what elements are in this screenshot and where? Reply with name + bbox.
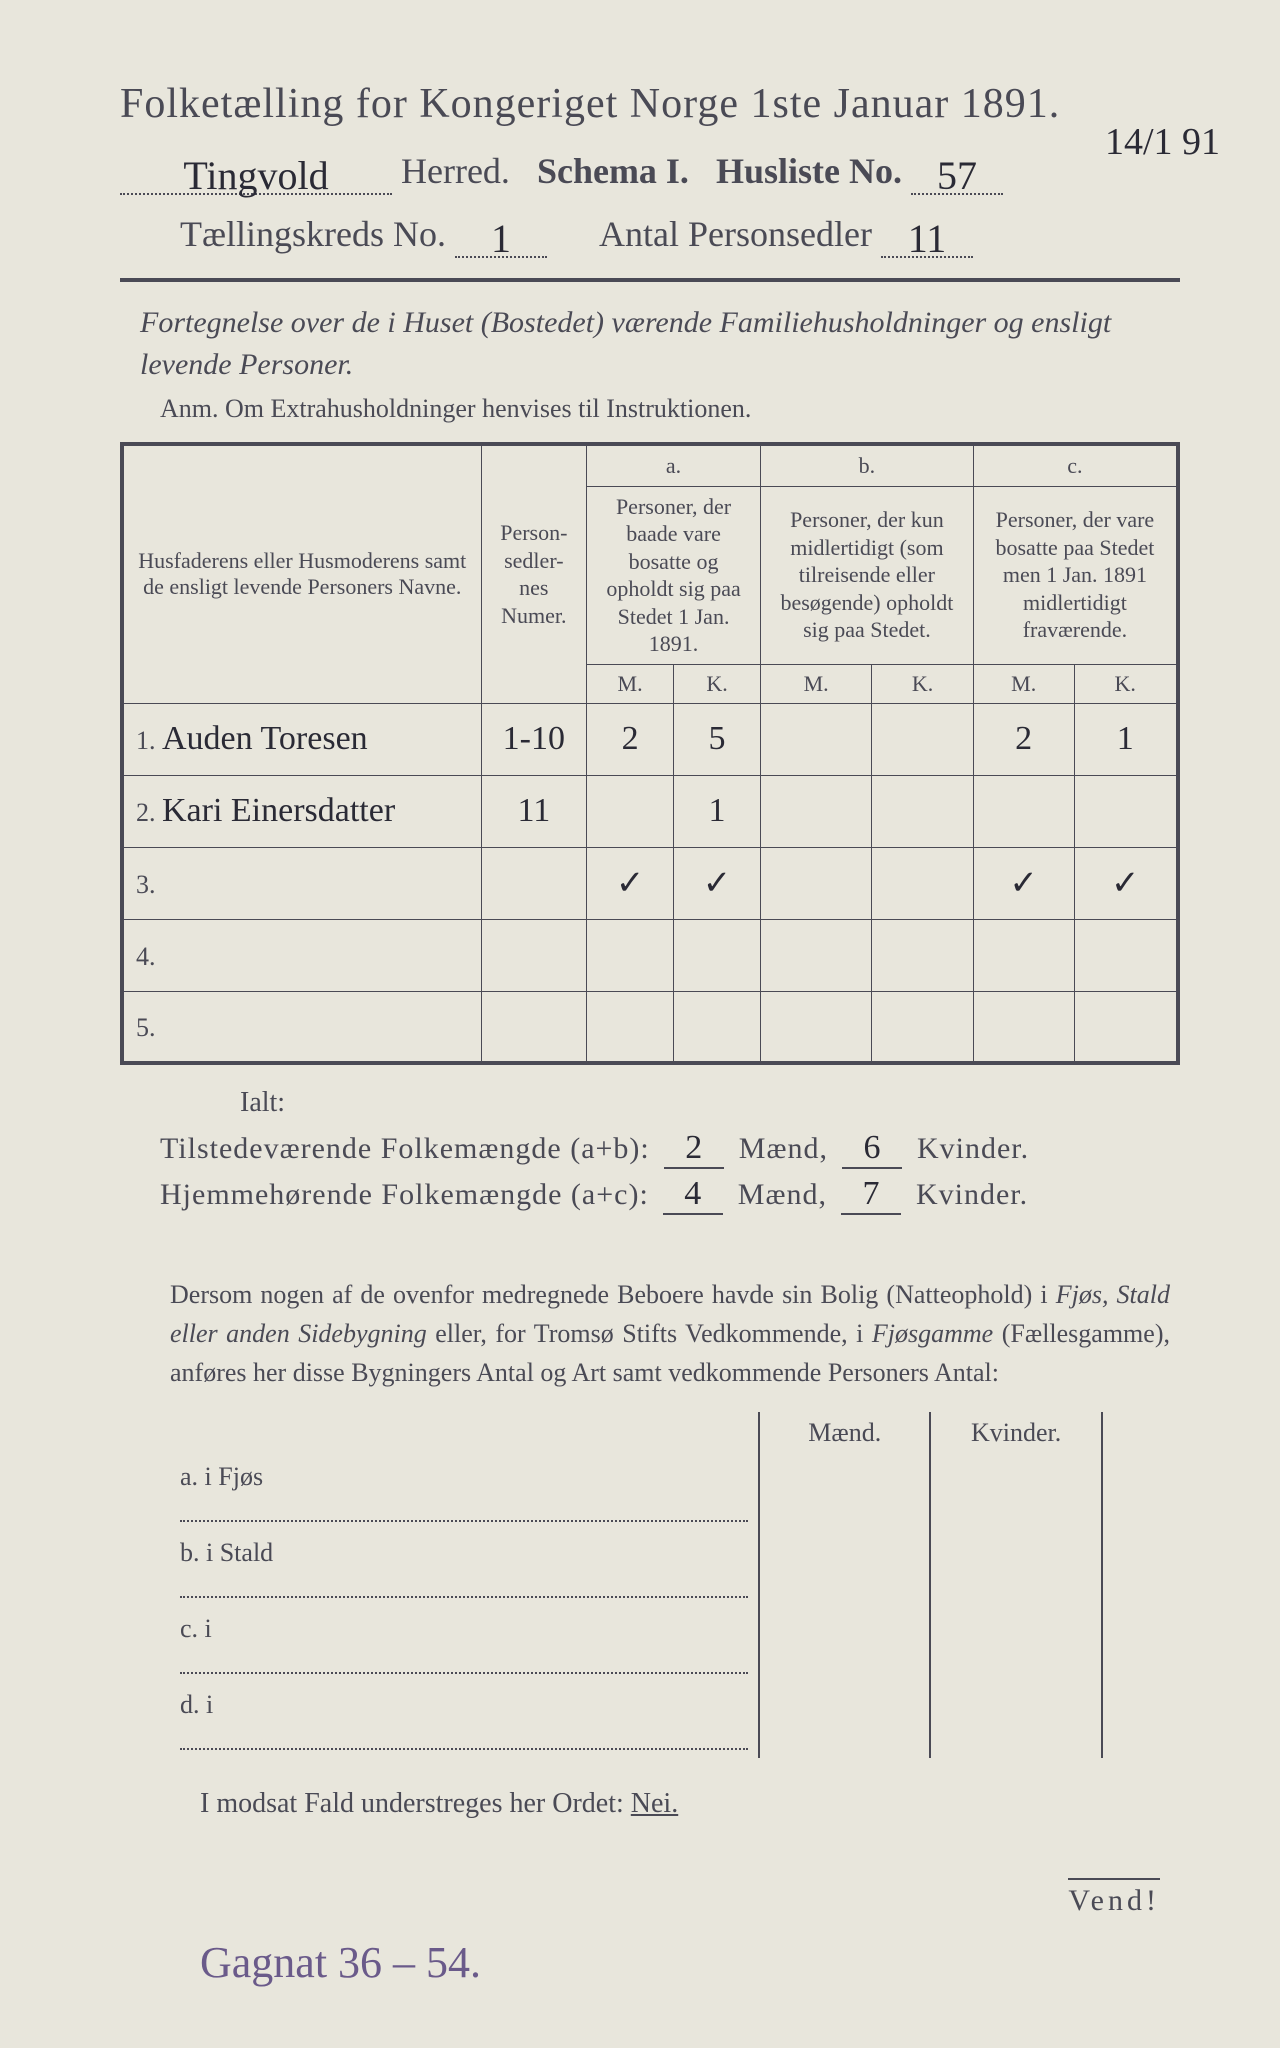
th-a-top: a. (587, 444, 761, 486)
table-row: 4. (122, 919, 1178, 991)
schema-label: Schema I. (537, 151, 689, 191)
th-c: Personer, der vare bosatte paa Stedet me… (973, 486, 1178, 664)
husliste-label: Husliste No. (716, 151, 902, 191)
th-cm: M. (973, 664, 1074, 703)
nei-word: Nei. (631, 1788, 678, 1819)
table-row: 2. Kari Einersdatter111 (122, 775, 1178, 847)
nei-line: I modsat Fald understreges her Ordet: Ne… (200, 1788, 1180, 1820)
th-c-top: c. (973, 444, 1178, 486)
th-bm: M. (760, 664, 871, 703)
th-name: Husfaderens eller Husmoderens samt de en… (122, 444, 481, 703)
th-a: Personer, der baade vare bosatte og opho… (587, 486, 761, 664)
outbuilding-table: Mænd. Kvinder. a. i Fjøs b. i Stald c. i… (170, 1412, 1103, 1758)
vend-label: Vend! (1068, 1878, 1160, 1918)
household-table: Husfaderens eller Husmoderens samt de en… (120, 442, 1180, 1065)
census-form-page: Folketælling for Kongeriget Norge 1ste J… (0, 0, 1280, 2048)
th-ck: K. (1074, 664, 1178, 703)
outb-th-m: Mænd. (759, 1412, 930, 1454)
table-row: 5. (122, 991, 1178, 1063)
kreds-field: 1 (455, 209, 547, 258)
th-bk: K. (872, 664, 974, 703)
th-num: Person-sedler-nes Numer. (481, 444, 587, 703)
outb-row: a. i Fjøs (170, 1454, 1102, 1530)
margin-date: 14/1 91 (1105, 120, 1220, 164)
outb-th-k: Kvinder. (930, 1412, 1101, 1454)
totals-line-1: Tilstedeværende Folkemængde (a+b): 2 Mæn… (160, 1129, 1180, 1169)
bottom-handwriting: Gagnat 36 – 54. (200, 1937, 481, 1988)
outb-row: d. i (170, 1682, 1102, 1758)
antal-field: 11 (881, 209, 973, 258)
page-title: Folketælling for Kongeriget Norge 1ste J… (120, 80, 1180, 128)
total-ac-m: 4 (663, 1175, 723, 1215)
total-ab-m: 2 (664, 1129, 724, 1169)
anm-note: Anm. Om Extrahusholdninger henvises til … (160, 394, 1180, 424)
th-am: M. (587, 664, 674, 703)
th-ak: K. (674, 664, 761, 703)
husliste-field: 57 (911, 146, 1003, 195)
subtitle: Fortegnelse over de i Huset (Bostedet) v… (140, 302, 1180, 386)
header-line-2: Tingvold Herred. Schema I. Husliste No. … (120, 146, 1180, 195)
th-b: Personer, der kun midlertidigt (som tilr… (760, 486, 973, 664)
outb-row: b. i Stald (170, 1530, 1102, 1606)
outb-row: c. i (170, 1606, 1102, 1682)
total-ab-k: 6 (842, 1129, 902, 1169)
outbuilding-paragraph: Dersom nogen af de ovenfor medregnede Be… (170, 1275, 1170, 1392)
ialt-label: Ialt: (240, 1087, 1180, 1119)
header-line-3: Tællingskreds No. 1 Antal Personsedler 1… (120, 209, 1180, 258)
totals-line-2: Hjemmehørende Folkemængde (a+c): 4 Mænd,… (160, 1175, 1180, 1215)
th-b-top: b. (760, 444, 973, 486)
table-row: 1. Auden Toresen1-102521 (122, 703, 1178, 775)
herred-field: Tingvold (120, 146, 392, 195)
total-ac-k: 7 (841, 1175, 901, 1215)
table-row: 3. ✓✓✓✓ (122, 847, 1178, 919)
divider (120, 278, 1180, 282)
